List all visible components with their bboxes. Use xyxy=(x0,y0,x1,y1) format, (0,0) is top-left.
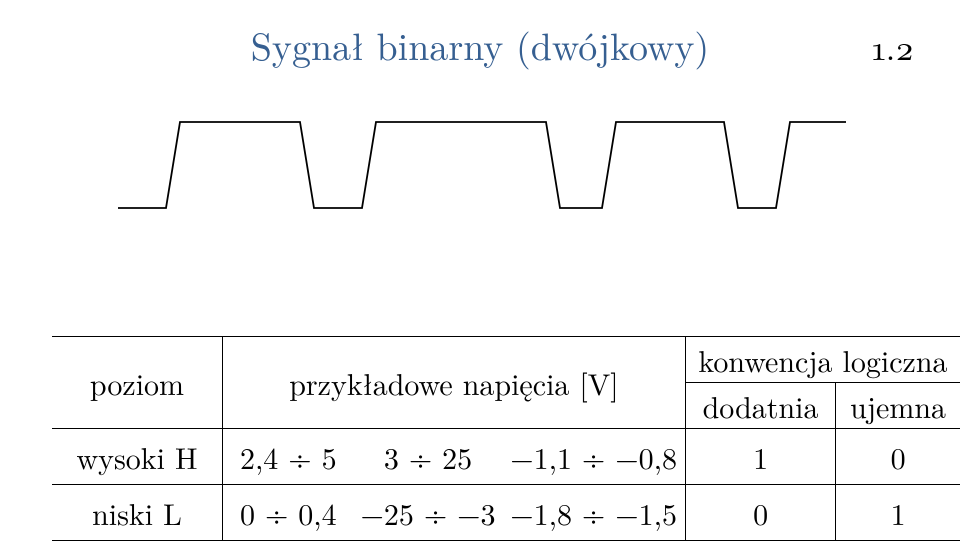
cell-v1: 2,4 ÷ 5 xyxy=(222,429,353,485)
col-dodatnia-header: dodatnia xyxy=(685,383,835,429)
cell-level: wysoki H xyxy=(52,429,222,485)
page: Sygnał binarny (dwójkowy) 1.2 poziom prz… xyxy=(0,0,960,513)
page-number: 1.2 xyxy=(872,22,914,70)
voltage-table: poziom przykładowe napięcia [V] konwencj… xyxy=(52,336,960,541)
col-level-header: poziom xyxy=(52,337,222,429)
page-title: Sygnał binarny (dwójkowy) xyxy=(251,18,709,72)
binary-waveform xyxy=(118,112,846,218)
col-ujemna-header: ujemna xyxy=(836,383,960,429)
cell-v2: 3 ÷ 25 xyxy=(354,429,503,485)
cell-uj: 0 xyxy=(836,429,960,485)
col-voltages-header: przykładowe napięcia [V] xyxy=(222,337,685,429)
table-row: wysoki H 2,4 ÷ 5 3 ÷ 25 −1,1 ÷ −0,8 1 0 xyxy=(52,429,960,485)
page-title-row: Sygnał binarny (dwójkowy) 1.2 xyxy=(0,18,960,72)
header-row-1: poziom przykładowe napięcia [V] konwencj… xyxy=(52,337,960,383)
col-konw-header: konwencja logiczna xyxy=(685,337,960,383)
cell-dod: 1 xyxy=(685,429,835,485)
cell-v3: −1,1 ÷ −0,8 xyxy=(502,429,685,485)
waveform-path xyxy=(118,122,846,208)
